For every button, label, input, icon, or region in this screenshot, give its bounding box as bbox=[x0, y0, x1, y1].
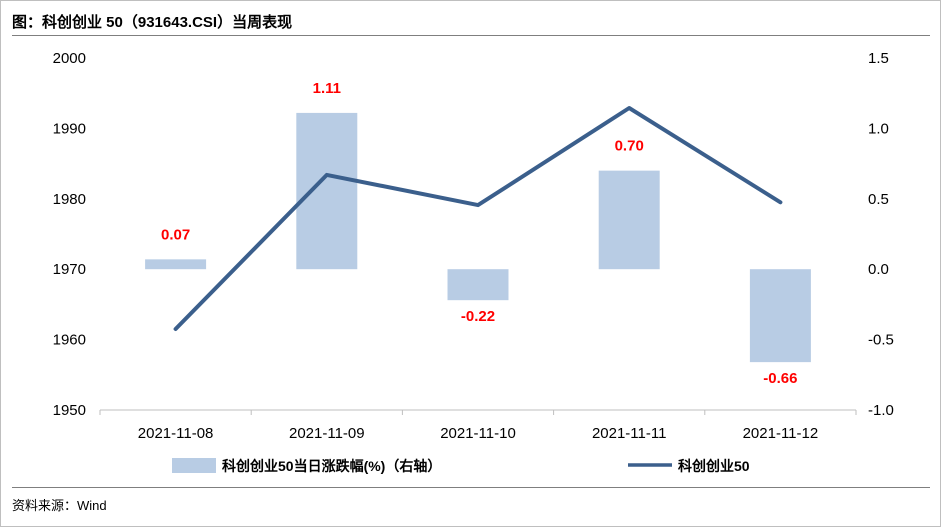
right-axis-tick-label: 0.0 bbox=[868, 261, 889, 278]
right-axis-tick-label: 0.5 bbox=[868, 191, 889, 208]
bar-data-label: 0.70 bbox=[615, 138, 644, 155]
right-axis-tick-label: 1.5 bbox=[868, 50, 889, 67]
bar-data-label: 1.11 bbox=[313, 80, 341, 97]
left-axis-tick-label: 1980 bbox=[53, 191, 86, 208]
x-axis-tick-label: 2021-11-09 bbox=[289, 425, 365, 442]
bar-data-label: -0.66 bbox=[763, 370, 797, 387]
bar-data-label: -0.22 bbox=[461, 308, 495, 325]
bar bbox=[749, 269, 811, 363]
chart-title: 图：科创创业 50（931643.CSI）当周表现 bbox=[12, 14, 293, 31]
legend-line-label: 科创创业50 bbox=[678, 458, 750, 474]
bar bbox=[598, 170, 660, 270]
bar bbox=[447, 269, 509, 301]
x-axis-tick-label: 2021-11-10 bbox=[440, 425, 516, 442]
source-note: 资料来源：Wind bbox=[12, 498, 107, 513]
title-divider bbox=[12, 35, 930, 36]
right-axis-tick-label: -0.5 bbox=[868, 332, 894, 349]
series-line bbox=[173, 106, 783, 331]
legend-bar-swatch bbox=[172, 458, 216, 473]
bar bbox=[145, 259, 207, 270]
x-axis-tick-label: 2021-11-12 bbox=[743, 425, 819, 442]
x-axis-tick-label: 2021-11-08 bbox=[138, 425, 214, 442]
left-axis-tick-label: 1950 bbox=[53, 402, 86, 419]
right-axis-tick-label: -1.0 bbox=[868, 402, 894, 419]
x-axis-tick-label: 2021-11-11 bbox=[592, 425, 667, 442]
left-axis-tick-label: 1970 bbox=[53, 261, 86, 278]
bar bbox=[296, 112, 358, 270]
left-axis-tick-label: 1960 bbox=[53, 332, 86, 349]
left-axis-tick-label: 1990 bbox=[53, 120, 86, 137]
legend-bar-label: 科创创业50当日涨跌幅(%)（右轴） bbox=[222, 458, 441, 474]
source-divider bbox=[12, 487, 930, 488]
right-axis-tick-label: 1.0 bbox=[868, 120, 889, 137]
bar-data-label: 0.07 bbox=[161, 226, 190, 243]
left-axis-tick-label: 2000 bbox=[53, 50, 86, 67]
